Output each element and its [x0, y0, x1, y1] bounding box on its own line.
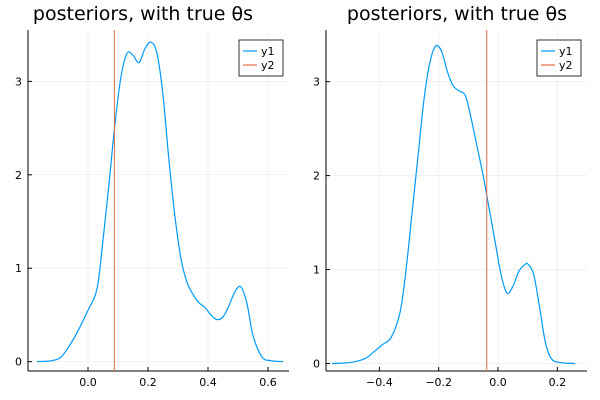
x-tick-label: 0.2: [139, 376, 157, 389]
x-tick-label: −0.2: [425, 376, 452, 389]
x-tick-label: 0.2: [549, 376, 567, 389]
y-tick-label: 0: [313, 357, 320, 370]
y-tick-label: 1: [15, 262, 22, 275]
subplot-1: posteriors, with true θs 0.0 0.2 0.4 0.6 0 1 2 3…: [15, 3, 289, 389]
series-y1-line: [331, 44, 576, 365]
x-tick-label: 0.0: [489, 376, 507, 389]
legend-box: [536, 39, 582, 77]
legend-label-y2: y2: [261, 59, 275, 72]
chart-title: posteriors, with true θs: [33, 3, 253, 25]
legend-label-y2: y2: [559, 59, 573, 72]
y-tick-label: 1: [313, 264, 320, 277]
y-tick-label: 2: [15, 169, 22, 182]
legend-label-y1: y1: [559, 45, 573, 58]
series-y1-line: [36, 41, 284, 363]
y-tick-label: 3: [15, 75, 22, 88]
legend-box: [238, 39, 284, 77]
x-tick-label: 0.0: [79, 376, 97, 389]
y-tick-label: 0: [15, 356, 22, 369]
chart-title: posteriors, with true θs: [347, 3, 567, 25]
subplot-2: posteriors, with true θs −0.4 −0.2 0.0 0.2 0 1…: [313, 3, 587, 389]
x-tick-label: −0.4: [366, 376, 393, 389]
y-tick-label: 3: [313, 76, 320, 89]
y-tick-label: 2: [313, 170, 320, 183]
x-tick-label: 0.6: [259, 376, 277, 389]
legend-label-y1: y1: [261, 45, 275, 58]
x-tick-label: 0.4: [199, 376, 217, 389]
